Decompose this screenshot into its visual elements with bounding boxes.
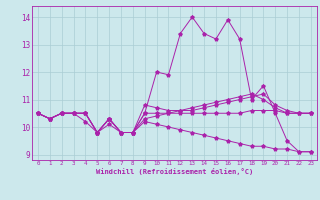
- X-axis label: Windchill (Refroidissement éolien,°C): Windchill (Refroidissement éolien,°C): [96, 168, 253, 175]
